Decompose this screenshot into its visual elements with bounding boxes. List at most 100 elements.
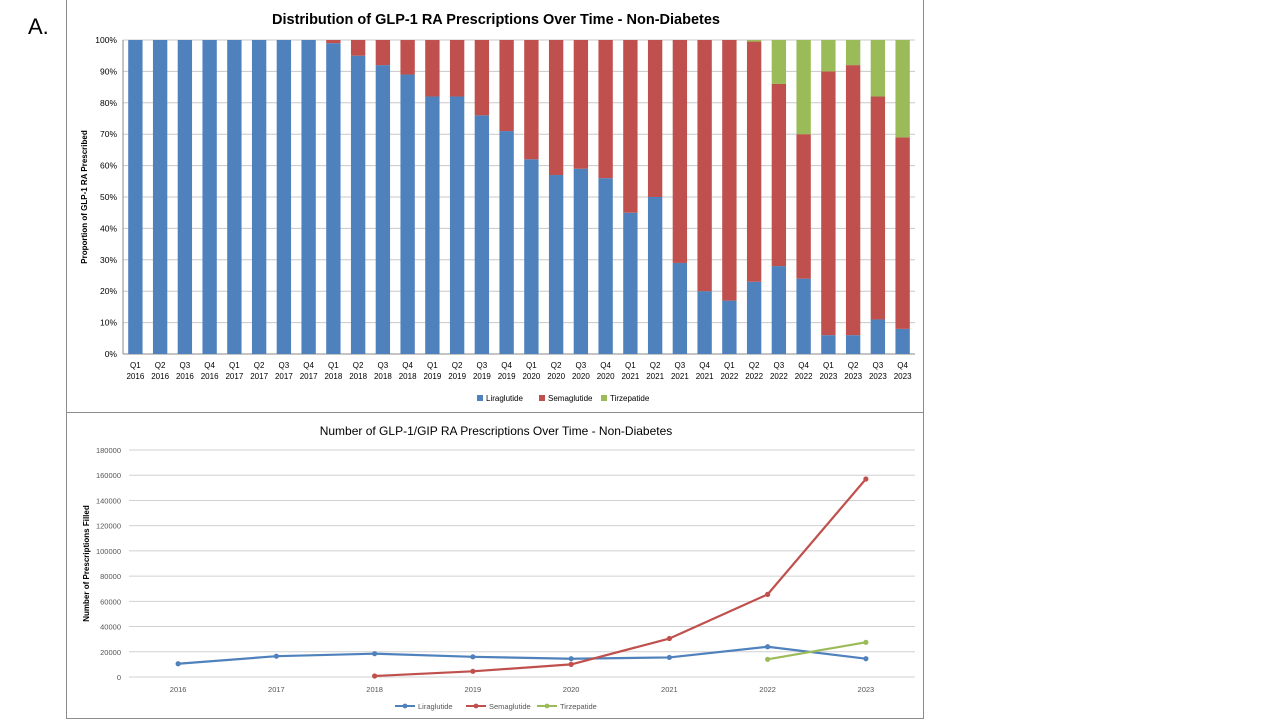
x-tick-label-year: 2020 <box>547 372 565 381</box>
data-point-semaglutide <box>372 673 378 679</box>
bar-segment-liraglutide <box>251 40 267 354</box>
x-tick-label: 2022 <box>759 685 776 694</box>
x-tick-label-year: 2016 <box>151 372 169 381</box>
panel-label: A. <box>28 14 49 39</box>
x-tick-label-year: 2018 <box>374 372 392 381</box>
series-line-liraglutide <box>178 645 867 665</box>
x-tick-label-year: 2021 <box>646 372 664 381</box>
bar-segment-semaglutide <box>474 40 490 116</box>
data-point-semaglutide <box>470 668 476 674</box>
y-tick-label: 60% <box>100 161 117 171</box>
y-tick-label: 40000 <box>100 623 121 632</box>
x-tick-label-quarter: Q1 <box>526 361 537 370</box>
x-tick-label-quarter: Q4 <box>501 361 512 370</box>
x-tick-label-quarter: Q2 <box>254 361 265 370</box>
bar-segment-liraglutide <box>425 96 440 355</box>
bar-segment-liraglutide <box>499 131 514 354</box>
bar-segment-semaglutide <box>895 137 910 329</box>
bar-segment-tirzepatide <box>845 40 861 66</box>
x-tick-label-quarter: Q3 <box>477 361 488 370</box>
bar-segment-semaglutide <box>722 40 737 301</box>
bar-segment-liraglutide <box>672 262 688 354</box>
bar-segment-semaglutide <box>697 40 712 292</box>
bar-segment-tirzepatide <box>771 40 787 84</box>
y-tick-label: 120000 <box>96 522 121 531</box>
bar-segment-liraglutide <box>128 40 143 354</box>
bar-segment-liraglutide <box>400 74 415 354</box>
x-tick-label: 2021 <box>661 685 678 694</box>
x-tick-label-year: 2023 <box>819 372 837 381</box>
x-tick-label-quarter: Q4 <box>600 361 611 370</box>
bar-segment-liraglutide <box>177 40 193 354</box>
legend-label-liraglutide: Liraglutide <box>486 394 523 403</box>
bar-segment-semaglutide <box>771 83 787 267</box>
data-point-tirzepatide <box>863 639 869 645</box>
data-point-tirzepatide <box>765 656 771 662</box>
bar-segment-liraglutide <box>771 266 787 354</box>
bar-segment-semaglutide <box>326 40 341 44</box>
bar-segment-liraglutide <box>722 300 737 354</box>
x-tick-label-quarter: Q2 <box>155 361 166 370</box>
series-line-tirzepatide <box>767 641 867 661</box>
x-tick-label-year: 2022 <box>770 372 788 381</box>
y-axis-title: Number of Prescriptions Filled <box>82 505 91 622</box>
x-tick-label-year: 2018 <box>324 372 342 381</box>
bar-segment-semaglutide <box>672 40 688 263</box>
x-tick-label-year: 2023 <box>844 372 862 381</box>
bar-segment-liraglutide <box>573 168 589 354</box>
bar-segment-semaglutide <box>598 40 613 179</box>
x-tick-label-year: 2017 <box>300 372 318 381</box>
x-tick-label-quarter: Q2 <box>353 361 364 370</box>
data-point-semaglutide <box>568 661 574 667</box>
x-tick-label-quarter: Q1 <box>724 361 735 370</box>
data-point-liraglutide <box>470 654 476 660</box>
y-tick-label: 160000 <box>96 471 121 480</box>
bar-segment-semaglutide <box>400 40 415 75</box>
x-tick-label-quarter: Q3 <box>873 361 884 370</box>
x-tick-label-quarter: Q3 <box>279 361 290 370</box>
bar-segment-semaglutide <box>796 134 811 279</box>
x-tick-label-quarter: Q2 <box>452 361 463 370</box>
bar-segment-semaglutide <box>746 41 762 282</box>
legend-label-tirzepatide: Tirzepatide <box>610 394 650 403</box>
legend-marker-tirzepatide <box>544 703 550 709</box>
line-chart: Number of GLP-1/GIP RA Prescriptions Ove… <box>66 412 924 719</box>
y-tick-label: 20000 <box>100 648 121 657</box>
x-tick-label: 2017 <box>268 685 285 694</box>
x-tick-label-quarter: Q1 <box>427 361 438 370</box>
bar-segment-liraglutide <box>746 281 762 354</box>
x-tick-label-year: 2016 <box>126 372 144 381</box>
bar-segment-liraglutide <box>895 328 910 354</box>
x-tick-label-year: 2023 <box>894 372 912 381</box>
bar-segment-liraglutide <box>301 40 316 354</box>
bar-segment-liraglutide <box>845 335 861 354</box>
bar-segment-liraglutide <box>647 197 663 354</box>
bar-segment-semaglutide <box>425 40 440 97</box>
x-tick-label-quarter: Q4 <box>798 361 809 370</box>
bar-segment-liraglutide <box>548 175 564 354</box>
x-tick-label-quarter: Q1 <box>229 361 240 370</box>
x-tick-label-quarter: Q3 <box>378 361 389 370</box>
bar-segment-semaglutide <box>449 40 465 97</box>
y-tick-label: 180000 <box>96 446 121 455</box>
bar-segment-liraglutide <box>524 159 539 354</box>
x-tick-label-year: 2022 <box>745 372 763 381</box>
bar-segment-liraglutide <box>152 40 168 354</box>
x-tick-label-quarter: Q1 <box>823 361 834 370</box>
data-point-liraglutide <box>863 656 869 662</box>
bar-segment-liraglutide <box>870 319 886 354</box>
x-tick-label: 2023 <box>858 685 875 694</box>
x-tick-label: 2020 <box>563 685 580 694</box>
x-tick-label-year: 2017 <box>225 372 243 381</box>
y-tick-label: 100% <box>95 35 117 45</box>
data-point-liraglutide <box>372 651 378 657</box>
x-tick-label-quarter: Q2 <box>650 361 661 370</box>
x-tick-label-year: 2021 <box>696 372 714 381</box>
bar-segment-semaglutide <box>524 40 539 160</box>
x-tick-label-quarter: Q1 <box>625 361 636 370</box>
x-tick-label-year: 2021 <box>621 372 639 381</box>
y-tick-label: 50% <box>100 192 117 202</box>
bar-segment-semaglutide <box>647 40 663 197</box>
bar-segment-liraglutide <box>326 43 341 354</box>
data-point-liraglutide <box>175 661 181 667</box>
